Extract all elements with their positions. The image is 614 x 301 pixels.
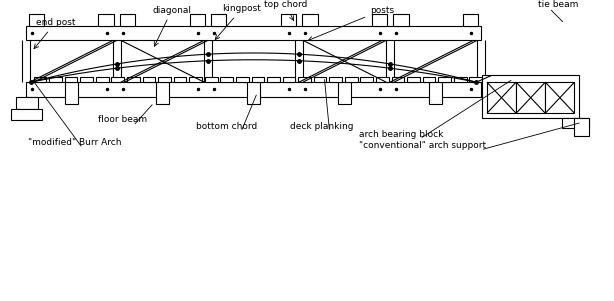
Bar xyxy=(26,26,481,40)
Bar xyxy=(174,77,187,82)
Bar xyxy=(189,77,202,82)
Bar xyxy=(49,77,62,82)
Bar xyxy=(98,14,114,26)
Bar xyxy=(205,77,217,82)
Bar xyxy=(482,75,580,118)
Bar xyxy=(220,77,233,82)
Bar xyxy=(281,14,296,26)
Text: top chord: top chord xyxy=(264,0,307,20)
Bar xyxy=(158,77,171,82)
Bar xyxy=(11,109,42,120)
Bar xyxy=(393,14,408,26)
Bar xyxy=(470,77,482,82)
Bar xyxy=(80,77,93,82)
Bar xyxy=(338,82,351,104)
Bar xyxy=(65,82,78,104)
Bar xyxy=(267,77,280,82)
Bar xyxy=(190,14,205,26)
Text: tie beam: tie beam xyxy=(538,0,579,9)
Bar xyxy=(120,14,136,26)
Text: "conventional" arch support: "conventional" arch support xyxy=(359,141,486,150)
Bar xyxy=(545,82,575,113)
Bar xyxy=(247,82,260,104)
Bar xyxy=(345,77,357,82)
Bar xyxy=(314,77,327,82)
Bar xyxy=(454,77,467,82)
Text: diagonal: diagonal xyxy=(152,5,192,46)
Bar xyxy=(407,77,420,82)
Bar xyxy=(26,82,481,97)
Bar xyxy=(298,77,311,82)
Bar xyxy=(371,14,387,26)
Text: floor beam: floor beam xyxy=(98,115,147,124)
Bar xyxy=(96,77,109,82)
Text: bottom chord: bottom chord xyxy=(196,122,257,131)
Bar xyxy=(376,77,389,82)
Bar xyxy=(65,77,77,82)
Bar xyxy=(462,14,478,26)
Bar xyxy=(34,77,46,82)
Text: posts: posts xyxy=(308,5,394,41)
Bar xyxy=(211,14,227,26)
Bar xyxy=(392,77,404,82)
Bar xyxy=(429,82,442,104)
Text: arch bearing block: arch bearing block xyxy=(359,129,443,138)
Bar xyxy=(438,77,451,82)
Bar xyxy=(423,77,435,82)
Text: kingpost: kingpost xyxy=(216,4,261,39)
Bar xyxy=(142,77,155,82)
Bar xyxy=(236,77,249,82)
Bar xyxy=(516,82,545,113)
Text: "modified" Burr Arch: "modified" Burr Arch xyxy=(28,138,122,147)
Bar xyxy=(282,77,295,82)
Bar xyxy=(302,14,317,26)
Bar xyxy=(29,14,44,26)
Bar xyxy=(112,77,124,82)
Bar xyxy=(575,118,589,136)
Bar xyxy=(487,82,516,113)
Bar xyxy=(16,97,37,109)
Bar xyxy=(329,77,342,82)
Bar xyxy=(127,77,140,82)
Text: end post: end post xyxy=(34,18,75,49)
Bar xyxy=(360,77,373,82)
Text: deck planking: deck planking xyxy=(290,122,354,131)
Bar xyxy=(562,118,589,128)
Bar xyxy=(252,77,264,82)
Bar xyxy=(156,82,169,104)
